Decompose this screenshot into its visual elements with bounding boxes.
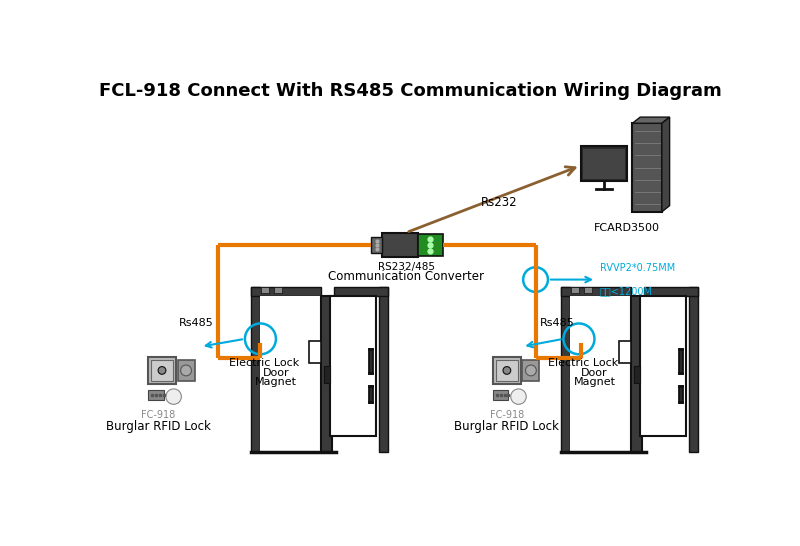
Text: Magnet: Magnet	[574, 377, 615, 387]
Text: Rs232: Rs232	[481, 196, 518, 209]
Circle shape	[158, 366, 166, 375]
Bar	[570, 296, 631, 452]
Bar	[330, 296, 377, 436]
Bar	[148, 357, 176, 384]
Bar	[493, 390, 509, 400]
Bar	[641, 296, 686, 436]
Text: Door: Door	[581, 368, 608, 378]
Bar	[261, 296, 322, 452]
Text: Burglar RFID Lock: Burglar RFID Lock	[106, 420, 210, 433]
Text: Magnet: Magnet	[255, 377, 297, 387]
Bar	[561, 287, 570, 452]
Bar	[584, 287, 592, 293]
Bar	[371, 237, 382, 253]
Bar	[633, 123, 662, 212]
Text: 距离<1200M: 距离<1200M	[600, 286, 653, 296]
Text: Door: Door	[262, 368, 290, 378]
Text: FCL-918 Connect With RS485 Communication Wiring Diagram: FCL-918 Connect With RS485 Communication…	[98, 82, 722, 100]
Bar	[334, 287, 388, 296]
Text: Rs485: Rs485	[179, 318, 214, 329]
Polygon shape	[633, 117, 670, 123]
Bar	[522, 360, 539, 381]
Text: Electric Lock: Electric Lock	[548, 358, 618, 368]
Circle shape	[526, 365, 536, 376]
Bar	[634, 366, 640, 383]
Bar	[379, 287, 388, 452]
Bar	[151, 360, 173, 381]
Bar	[251, 287, 261, 452]
Text: RVVP2*0.75MM: RVVP2*0.75MM	[600, 263, 675, 274]
Text: FC-918: FC-918	[141, 411, 175, 420]
Bar	[493, 357, 521, 384]
Bar	[324, 366, 330, 383]
Bar	[322, 296, 332, 452]
Text: FC-918: FC-918	[490, 411, 524, 420]
Bar	[262, 287, 269, 293]
Bar	[619, 341, 631, 363]
Bar	[583, 149, 625, 179]
Bar	[496, 360, 518, 381]
Circle shape	[166, 389, 182, 405]
Text: Rs485: Rs485	[539, 318, 574, 329]
Bar	[251, 287, 322, 296]
Circle shape	[510, 389, 526, 405]
Bar	[631, 296, 642, 452]
Text: Burglar RFID Lock: Burglar RFID Lock	[454, 420, 559, 433]
Bar	[309, 341, 322, 363]
Bar	[644, 287, 698, 296]
Text: Electric Lock: Electric Lock	[229, 358, 299, 368]
Text: RS232/485: RS232/485	[378, 262, 434, 272]
Bar	[571, 287, 579, 293]
Bar	[148, 390, 163, 400]
Bar	[689, 287, 698, 452]
Polygon shape	[662, 117, 670, 212]
Text: Communication Converter: Communication Converter	[328, 270, 484, 283]
Circle shape	[503, 366, 510, 375]
Bar	[418, 234, 442, 256]
Bar	[581, 146, 627, 181]
Bar	[178, 360, 194, 381]
Bar	[382, 233, 418, 257]
Text: FCARD3500: FCARD3500	[594, 223, 660, 233]
Bar	[274, 287, 282, 293]
Bar	[561, 287, 631, 296]
Circle shape	[181, 365, 191, 376]
